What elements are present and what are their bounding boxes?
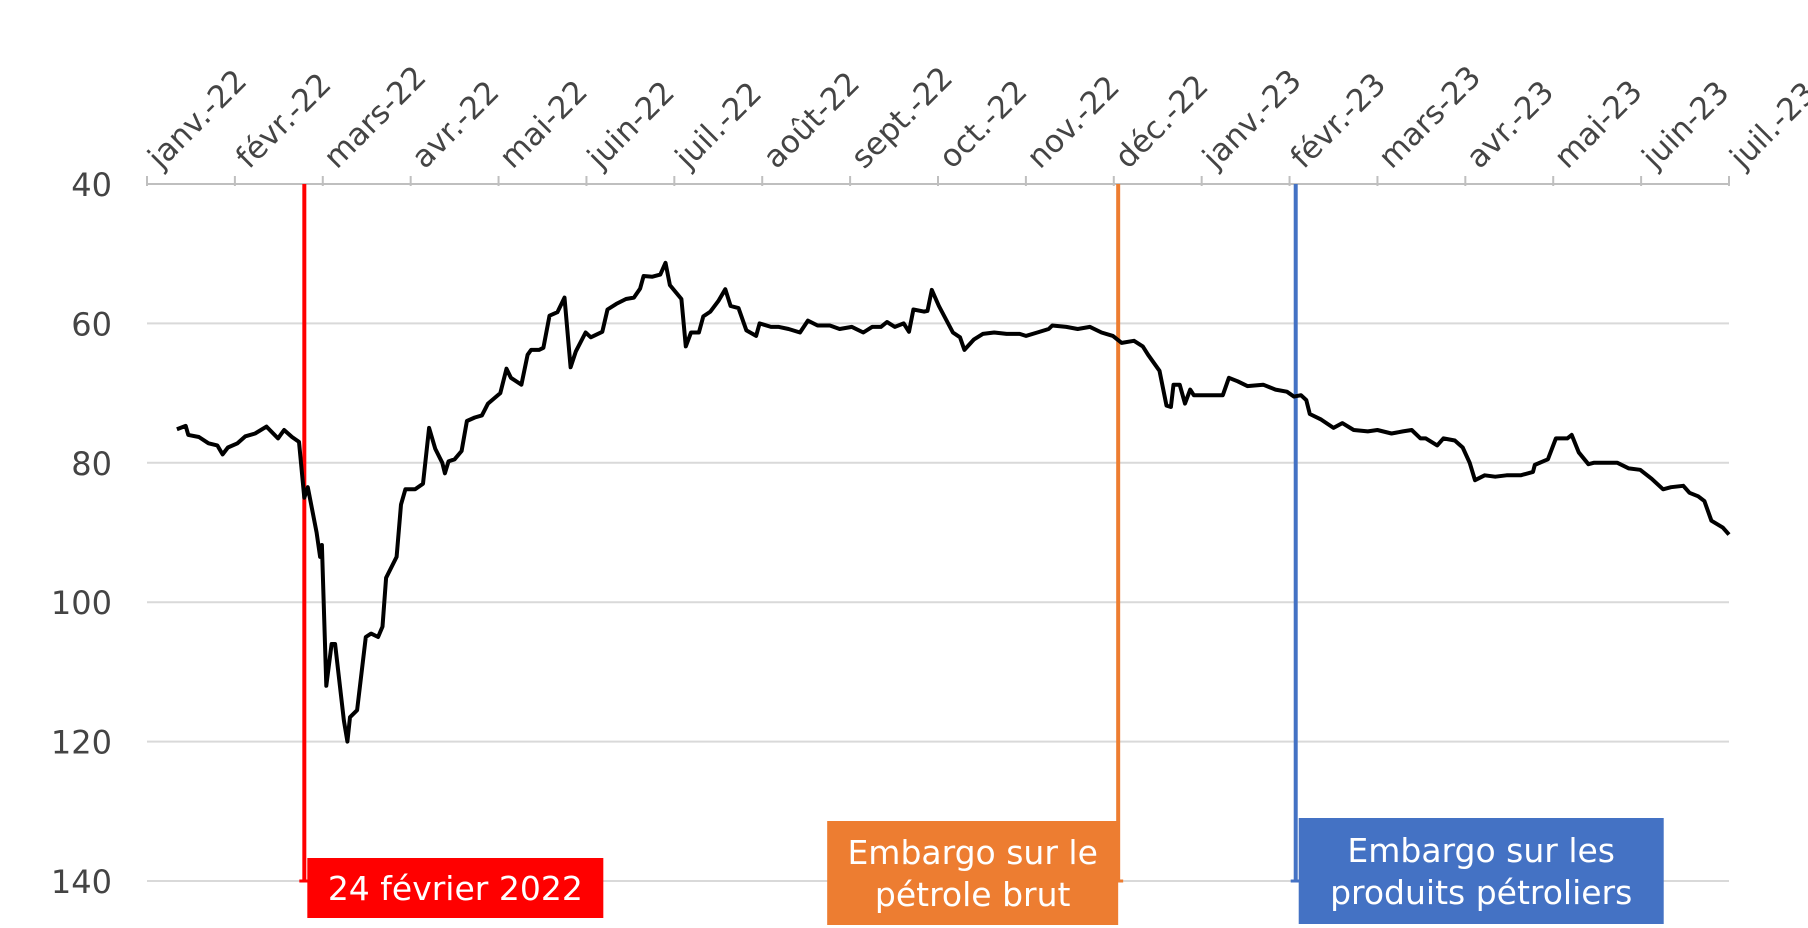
x-tick-label: juin-23 <box>1635 74 1737 176</box>
y-tick-label: 60 <box>71 305 112 343</box>
data-line <box>176 260 1731 744</box>
x-tick-label: nov.-22 <box>1020 69 1127 176</box>
event-label: 24 février 2022 <box>328 869 583 908</box>
y-tick-label: 100 <box>51 584 112 622</box>
y-tick-label: 40 <box>71 166 112 204</box>
x-tick-label: juil.-23 <box>1722 75 1808 176</box>
x-tick-label: mai-22 <box>493 74 595 176</box>
event-box <box>1298 818 1664 924</box>
x-tick-label: mai-23 <box>1547 74 1649 176</box>
event-label: Embargo sur les <box>1347 831 1615 870</box>
event-box <box>307 858 604 918</box>
y-tick-label: 140 <box>51 863 112 901</box>
x-tick-label: déc.-22 <box>1108 68 1216 176</box>
event-label: produits pétroliers <box>1330 873 1632 912</box>
y-tick-label: 120 <box>51 724 112 762</box>
x-tick-label: juin-22 <box>580 74 682 176</box>
x-tick-label: août-22 <box>756 65 867 176</box>
x-tick-label: juil.-22 <box>668 75 769 176</box>
event-box <box>827 821 1119 925</box>
event-label: pétrole brut <box>875 875 1071 914</box>
y-tick-label: 80 <box>71 445 112 483</box>
event-label: Embargo sur le <box>847 833 1097 872</box>
